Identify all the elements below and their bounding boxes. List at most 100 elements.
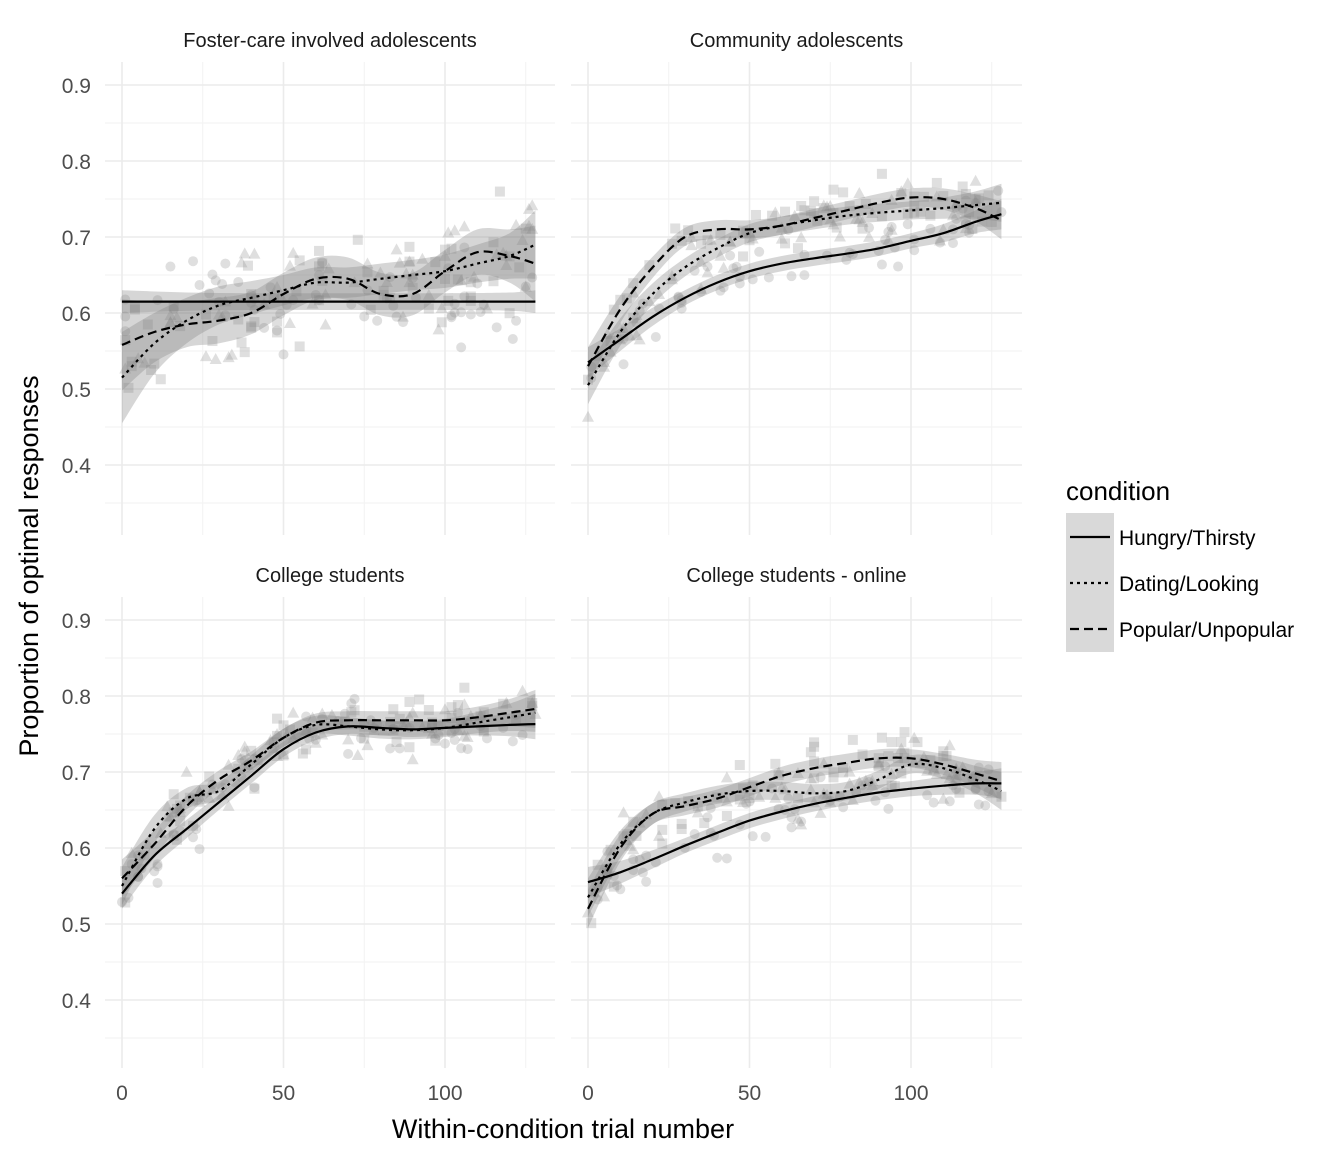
data-point (526, 199, 539, 211)
data-point (931, 177, 942, 188)
data-point (857, 749, 868, 760)
data-point (488, 237, 499, 248)
data-point (872, 756, 885, 768)
legend-item-dating-looking: Dating/Looking (1070, 573, 1259, 596)
data-point (870, 795, 881, 806)
data-point (319, 288, 332, 300)
data-point (154, 826, 167, 838)
data-point (491, 322, 502, 333)
data-point (617, 806, 630, 818)
data-point (821, 788, 834, 800)
data-point (504, 251, 515, 262)
data-point (734, 278, 745, 289)
data-point (883, 803, 894, 814)
data-point (692, 801, 703, 812)
data-point (456, 342, 467, 353)
confidence-band (588, 748, 1002, 928)
data-point (314, 295, 325, 306)
data-point (265, 282, 276, 293)
data-point (769, 206, 782, 218)
data-point (388, 725, 399, 736)
data-point (193, 790, 206, 802)
data-point (912, 737, 923, 748)
data-point (385, 743, 396, 754)
data-point (125, 846, 138, 858)
data-point (943, 739, 956, 751)
data-point (744, 793, 755, 804)
data-point (615, 294, 626, 305)
data-point (828, 767, 839, 778)
data-point (883, 751, 894, 762)
data-point (809, 737, 820, 748)
data-point (188, 256, 199, 267)
data-point (938, 191, 949, 202)
y-tick-label: 0.6 (62, 303, 91, 326)
data-point (222, 799, 235, 811)
data-point (643, 295, 656, 307)
data-point (283, 259, 296, 271)
data-point (446, 312, 457, 323)
data-point (126, 356, 137, 367)
data-point (747, 831, 758, 842)
data-point (272, 316, 283, 327)
data-point (582, 906, 594, 918)
data-point (809, 208, 820, 219)
data-point (161, 800, 174, 812)
data-point (222, 351, 235, 363)
data-point (872, 758, 885, 770)
data-point (928, 763, 939, 774)
data-point (451, 723, 464, 735)
data-point (236, 337, 247, 348)
data-point (165, 261, 176, 272)
data-point (670, 223, 681, 234)
data-point (520, 223, 531, 234)
data-point (724, 235, 737, 247)
data-point (857, 223, 868, 234)
data-point (526, 696, 539, 708)
data-point (889, 781, 900, 792)
data-point (824, 200, 837, 212)
data-point (520, 281, 531, 292)
data-point (715, 229, 726, 240)
data-point (236, 754, 247, 765)
data-point (458, 698, 471, 710)
data-point (886, 780, 897, 791)
data-point (914, 757, 927, 769)
data-point (452, 700, 463, 711)
legend-item-popular-unpopular: Popular/Unpopular (1070, 619, 1294, 642)
data-point (317, 275, 328, 286)
data-point (287, 706, 300, 718)
data-point (720, 795, 733, 807)
data-point (404, 742, 415, 753)
data-point (449, 307, 460, 318)
data-point (853, 213, 866, 225)
data-point (980, 800, 991, 811)
points-layer (582, 727, 1007, 929)
trend-line (121, 723, 536, 895)
data-point (838, 187, 849, 198)
data-point (372, 315, 383, 326)
data-point (271, 727, 284, 739)
data-point (788, 209, 801, 221)
data-point (970, 770, 981, 781)
data-point (400, 716, 413, 728)
data-point (885, 193, 898, 205)
data-point (404, 241, 415, 252)
data-point (171, 834, 182, 845)
data-point (283, 316, 296, 328)
confidence-band (122, 225, 536, 391)
data-point (440, 244, 450, 255)
data-point (741, 227, 752, 238)
data-point (856, 215, 869, 227)
data-point (970, 784, 981, 795)
data-point (901, 177, 914, 189)
data-point (864, 777, 875, 788)
data-point (773, 770, 784, 781)
data-point (439, 703, 451, 715)
data-point (721, 853, 732, 864)
data-point (246, 289, 257, 300)
panels-layer: Foster-care involved adolescents 0.4 0.5 0.… (62, 30, 1022, 1105)
data-point (882, 233, 895, 245)
data-point (423, 705, 434, 716)
panel-3: College students 0.4 0.5 0.6 0.7 0.8 0.9 0 50 100 (62, 565, 555, 1105)
